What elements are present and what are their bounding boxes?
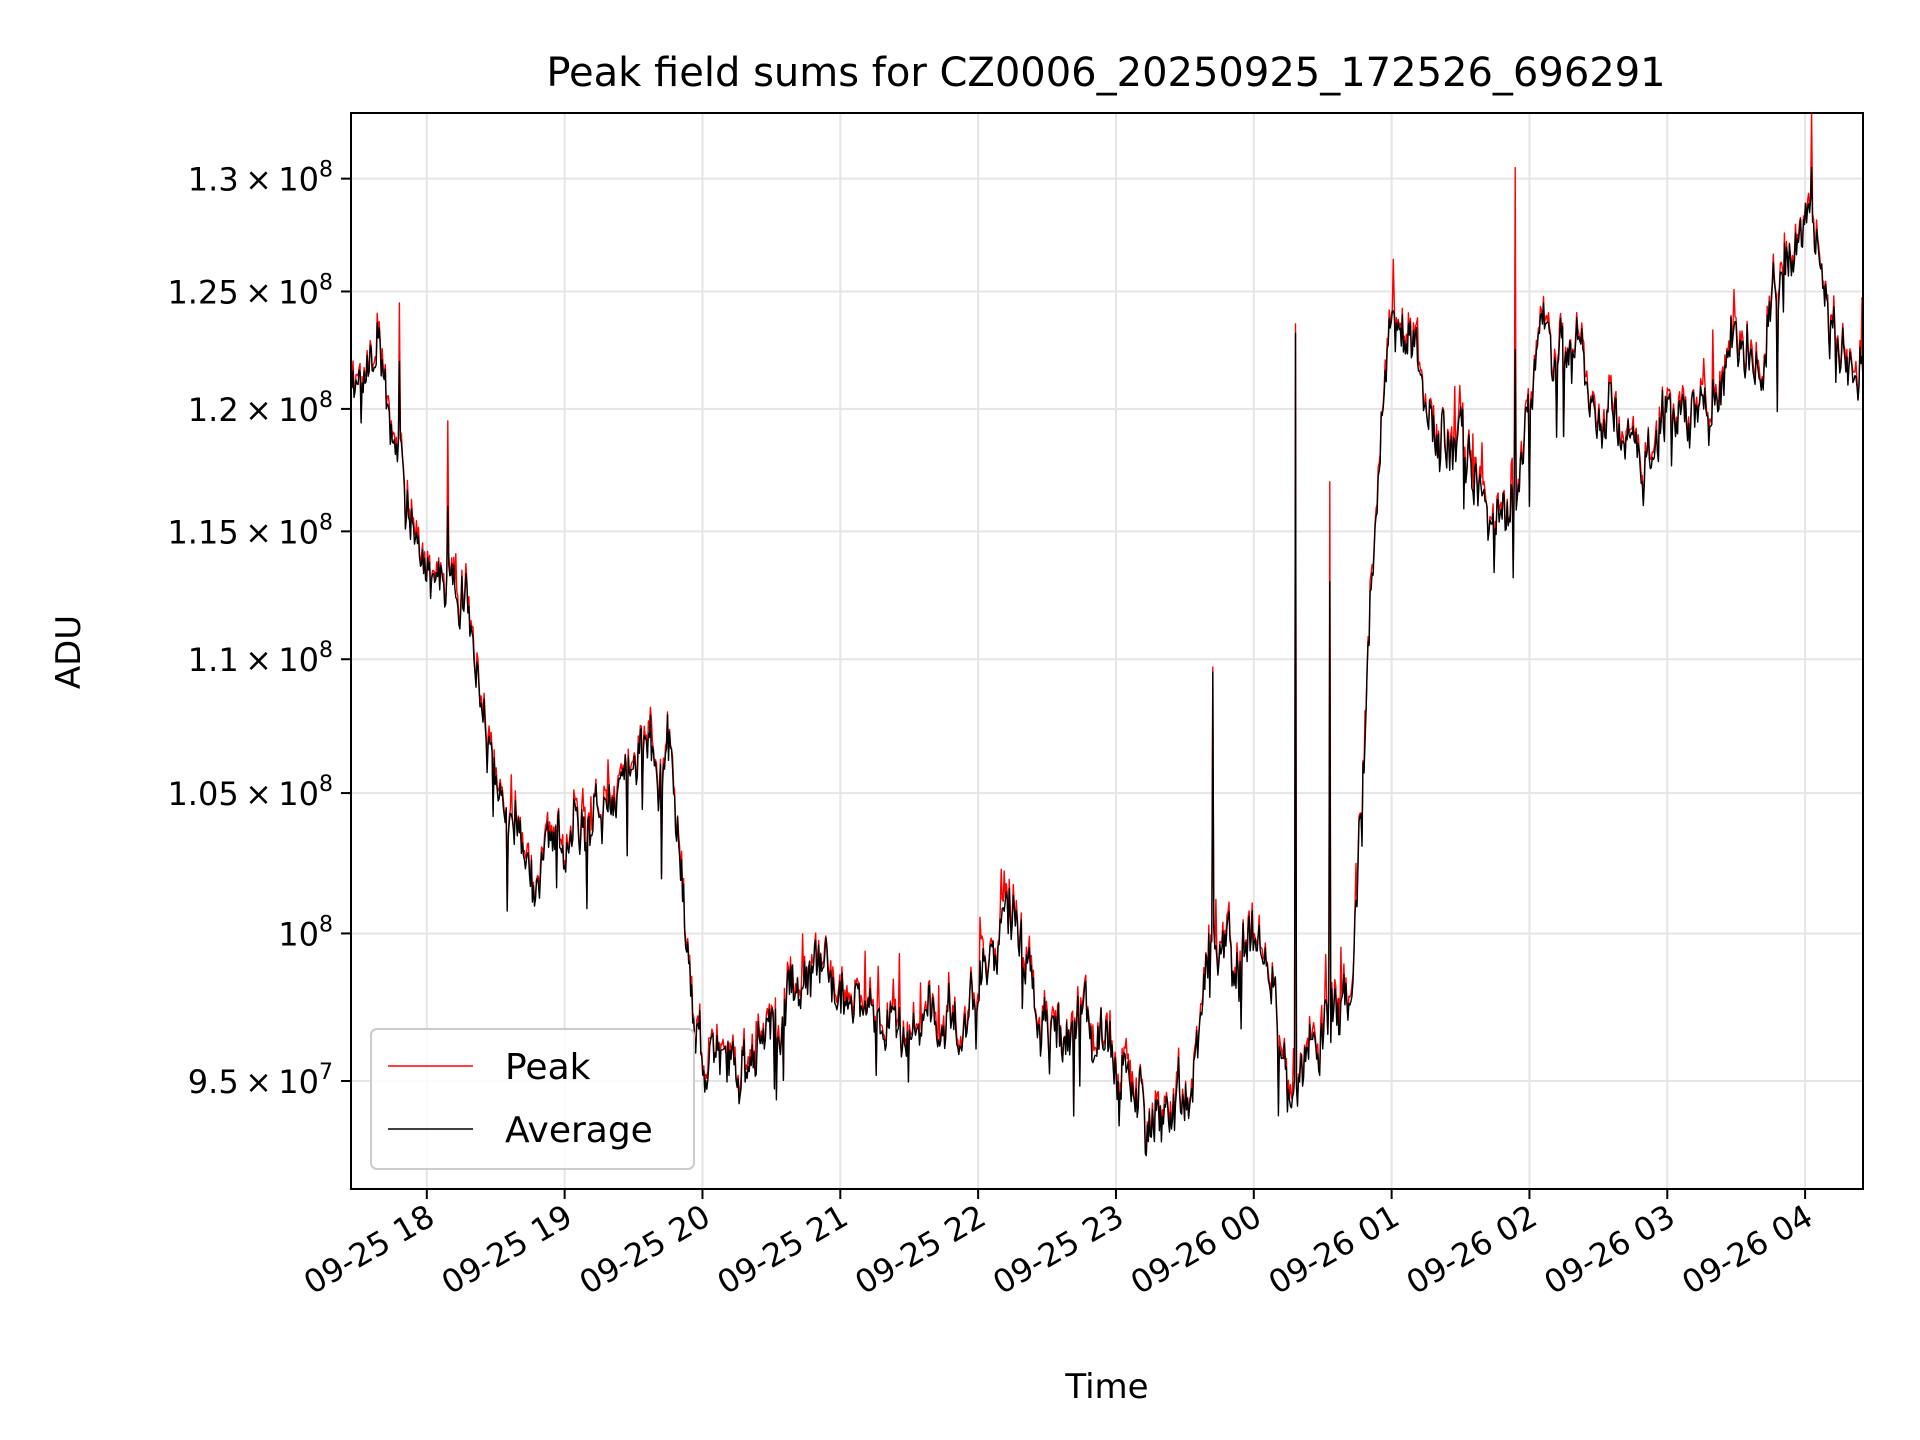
y-axis: 9.5 × 107 108 1.05 × 108 1.1 × 108 1.15 × 10… [167,158,351,1101]
series-average-line [351,166,1863,1157]
y-tick-label: 1.15 × 108 [167,510,333,551]
x-axis-label: Time [1064,1367,1148,1407]
y-tick-label: 1.3 × 108 [188,158,333,199]
series-layer [351,113,1863,1157]
chart-title: Peak field sums for CZ0006_20250925_1725… [546,50,1665,96]
y-tick-label: 1.25 × 108 [167,270,333,311]
y-tick-label: 108 [278,912,333,953]
plot-frame [350,112,1864,1190]
legend: Peak Average [370,1028,695,1170]
legend-label-average: Average [505,1110,653,1151]
y-axis-label: ADU [49,615,89,689]
grid [351,113,1863,1189]
y-tick-label: 1.1 × 108 [188,638,333,679]
y-tick-label: 1.2 × 108 [188,388,333,429]
legend-label-peak: Peak [505,1047,591,1088]
legend-box [370,1028,695,1170]
y-tick-label: 1.05 × 108 [167,772,333,813]
y-tick-label: 9.5 × 107 [188,1060,333,1101]
